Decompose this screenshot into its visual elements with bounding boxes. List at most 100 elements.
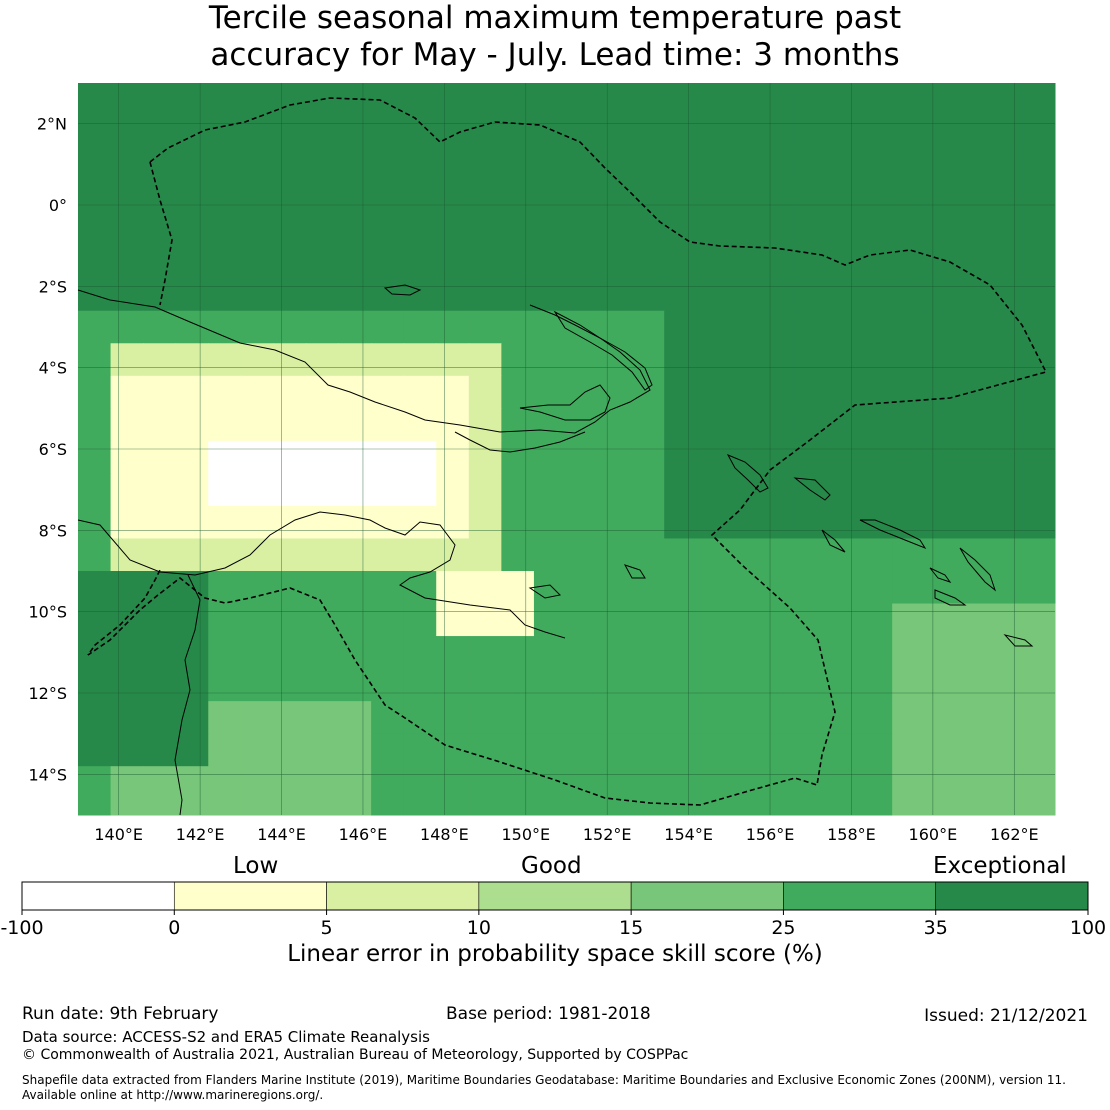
skill-cell [729, 408, 763, 442]
skill-cell [436, 571, 470, 605]
skill-cell [436, 798, 470, 816]
skill-cell [1022, 636, 1056, 670]
lon-tick-label: 144°E [257, 825, 306, 844]
skill-cell [403, 701, 437, 735]
skill-cell [305, 148, 340, 182]
skill-cell [924, 473, 958, 507]
skill-cell [859, 278, 893, 312]
skill-cell [827, 668, 861, 702]
skill-cell [794, 440, 828, 474]
skill-cell [827, 83, 861, 117]
skill-cell [468, 245, 502, 279]
skill-cell [403, 668, 437, 702]
skill-cell [957, 83, 991, 117]
base-period: Base period: 1981-2018 [446, 1004, 651, 1024]
skill-cell [436, 668, 470, 702]
skill-cell [664, 603, 698, 637]
skill-cell [761, 636, 795, 670]
skill-cell [599, 180, 633, 214]
skill-cell [761, 343, 795, 377]
lon-tick-label: 158°E [827, 825, 876, 844]
lon-tick-label: 152°E [583, 825, 632, 844]
skill-cell [664, 766, 698, 800]
skill-cell [859, 603, 893, 637]
skill-cell [631, 245, 665, 279]
skill-cell [631, 83, 665, 117]
skill-cell [892, 798, 926, 816]
skill-cell [338, 798, 372, 816]
skill-cell [240, 798, 274, 816]
lon-tick-label: 160°E [909, 825, 958, 844]
skill-cell [989, 733, 1023, 767]
skill-cell [761, 278, 795, 312]
skill-cell [696, 408, 730, 442]
skill-cell [305, 701, 340, 735]
skill-cell [696, 245, 730, 279]
skill-cell [240, 213, 274, 247]
colorbar-tick-label: 100 [1070, 917, 1106, 939]
skill-cell [78, 343, 112, 377]
skill-cell [436, 278, 470, 312]
skill-cell [78, 245, 112, 279]
skill-cell [827, 375, 861, 409]
skill-cell [305, 278, 340, 312]
skill-cell [729, 701, 763, 735]
skill-cell [664, 701, 698, 735]
skill-cell [729, 213, 763, 247]
run-date: Run date: 9th February [22, 1004, 219, 1024]
skill-cell [143, 245, 177, 279]
skill-cell [501, 538, 535, 572]
skill-cell [989, 245, 1023, 279]
skill-cell [924, 538, 958, 572]
skill-cell [403, 603, 437, 637]
skill-cell [403, 375, 437, 409]
colorbar-segment [173, 881, 327, 911]
skill-cell [175, 636, 209, 670]
skill-cell [143, 213, 177, 247]
skill-cell [696, 636, 730, 670]
skill-cell [501, 180, 535, 214]
skill-cell [761, 505, 795, 539]
skill-cell [305, 538, 340, 572]
cape-york-coast [174, 574, 201, 816]
skill-cell [208, 408, 242, 442]
skill-cell [436, 245, 470, 279]
skill-cell [501, 343, 535, 377]
skill-cell [240, 245, 274, 279]
skill-cell [436, 473, 470, 507]
skill-cell [240, 83, 274, 117]
skill-cell [599, 310, 633, 344]
skill-cell [794, 733, 828, 767]
skill-cell [924, 375, 958, 409]
skill-cell [240, 766, 274, 800]
skill-cell [305, 603, 340, 637]
skill-cell [371, 375, 405, 409]
skill-cell [143, 538, 177, 572]
new-britain-coast [519, 384, 611, 421]
skill-cell [957, 636, 991, 670]
skill-cell [143, 343, 177, 377]
skill-cell [892, 571, 926, 605]
skill-cell [794, 701, 828, 735]
skill-cell [533, 603, 567, 637]
maritime-boundaries [87, 97, 1048, 806]
skill-cell [273, 83, 307, 117]
skill-cell [436, 603, 470, 637]
skill-cell [696, 668, 730, 702]
skill-cell [989, 603, 1023, 637]
skill-cell [696, 213, 730, 247]
coastlines [77, 284, 1034, 816]
skill-cell [761, 213, 795, 247]
skill-cell [664, 505, 698, 539]
skill-cell [273, 115, 307, 149]
skill-cell [371, 83, 405, 117]
skill-cell [566, 733, 600, 767]
skill-cell [989, 115, 1023, 149]
skill-cell [892, 668, 926, 702]
skill-cell [631, 213, 665, 247]
skill-cell [501, 668, 535, 702]
skill-cell [696, 180, 730, 214]
skill-cell [436, 505, 470, 539]
skill-cell [957, 733, 991, 767]
skill-cell [957, 278, 991, 312]
